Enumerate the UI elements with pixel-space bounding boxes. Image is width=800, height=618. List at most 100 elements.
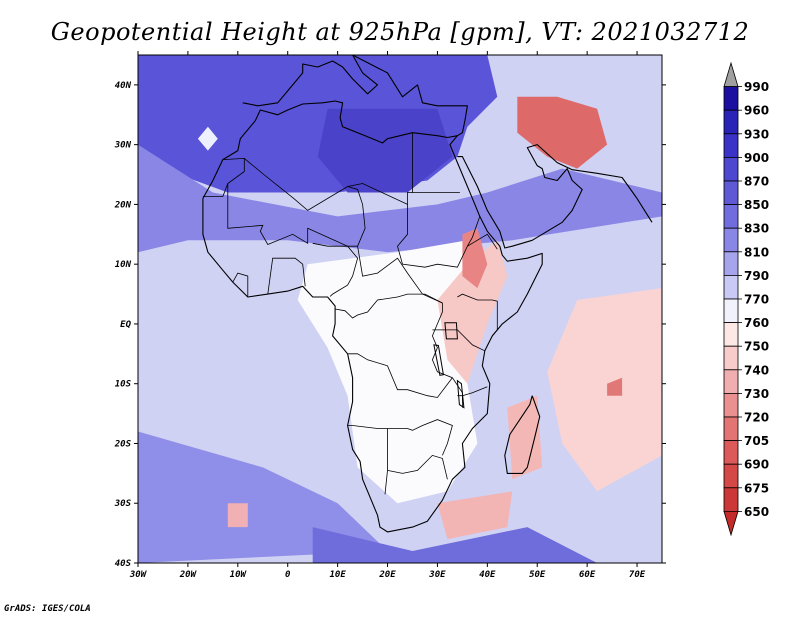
plot-frame [137, 54, 663, 564]
colorbar-label: 930 [744, 127, 769, 141]
country-border [467, 233, 498, 250]
field-region-east-africa-pink [437, 240, 508, 384]
lat-tick-label: EQ [120, 320, 131, 330]
colorbar-label: 900 [744, 151, 769, 165]
country-border [347, 353, 453, 398]
colorbar-label: 650 [744, 505, 769, 519]
lat-tick-label: 20N [114, 200, 132, 210]
colorbar-swatch [723, 156, 739, 182]
colorbar-label: 750 [744, 340, 769, 354]
lon-tick-label: 60E [579, 570, 596, 580]
colorbar-swatch [723, 463, 739, 489]
lat-tick-label: 10N [115, 260, 132, 270]
colorbar-swatch [723, 204, 739, 229]
country-border [232, 272, 249, 297]
field-region-st-helena-spot [227, 503, 248, 528]
colorbar-label: 990 [744, 80, 769, 94]
colorbar-label: 760 [744, 316, 769, 330]
country-border [397, 204, 481, 268]
colorbar-swatch [723, 274, 739, 300]
colorbar-swatch [723, 86, 739, 111]
axis-ticks: 30W 20W 10W 0 10E 20E 30E 40E 50E 60E 70E 40N 30N 20N… [114, 51, 666, 580]
field-region-agulhas-pink [437, 491, 513, 540]
field-region-iran-red [517, 96, 608, 169]
lon-tick-label: 70E [629, 570, 646, 580]
colorbar-swatch [723, 251, 739, 276]
lon-tick-label: 10E [329, 570, 346, 580]
field-region-indian-ocean-pink [547, 288, 662, 492]
colorbar-swatch [723, 109, 739, 135]
lon-tick-label: 40E [479, 570, 496, 580]
lake-outline [433, 344, 444, 376]
lat-tick-label: 30N [114, 141, 132, 151]
colorbar-swatch [723, 345, 739, 371]
country-border [347, 419, 453, 456]
colorbar-label: 850 [744, 198, 769, 212]
colorbar-swatch [723, 440, 739, 465]
colorbar-swatch [723, 369, 739, 394]
colorbar-label: 830 [744, 222, 769, 236]
field-region-sahara-band [138, 144, 662, 253]
colorbar-label: 675 [744, 481, 769, 495]
country-border [202, 157, 245, 198]
lon-tick-label: 30W [129, 570, 148, 580]
height-field [138, 55, 662, 563]
lake-outline [456, 379, 465, 409]
country-border [412, 132, 460, 193]
field-region-azores-pocket [197, 126, 218, 151]
field-region-indian-ocean-spot [607, 377, 623, 396]
country-borders [202, 132, 498, 495]
colorbar-label: 720 [744, 411, 769, 425]
field-region-southern-ocean-blue [312, 527, 598, 563]
field-region-madagascar-pink [507, 395, 543, 480]
lon-tick-label: 10W [230, 570, 248, 580]
colorbar-label: 770 [744, 293, 769, 307]
country-border [227, 183, 443, 304]
country-border [432, 329, 485, 352]
chart-title: Geopotential Height at 925hPa [gpm], VT:… [50, 18, 750, 46]
coastline-arabia [457, 144, 653, 249]
country-border [457, 293, 498, 337]
colorbar-swatch [723, 392, 739, 418]
country-border [387, 454, 448, 480]
lon-tick-label: 30E [428, 570, 446, 580]
lat-tick-label: 20S [114, 439, 132, 449]
colorbar-label: 810 [744, 245, 769, 259]
colorbar-label: 740 [744, 363, 769, 377]
colorbar-swatch [723, 133, 739, 158]
country-border [384, 428, 388, 495]
lat-tick-label: 10S [115, 380, 132, 390]
lon-tick-label: 20W [179, 570, 198, 580]
grads-credit: GrADS: IGES/COLA [4, 604, 91, 614]
colorbar-bottom-triangle [723, 510, 739, 537]
colorbar-label: 870 [744, 175, 769, 189]
colorbar-label: 730 [744, 387, 769, 401]
colorbar-label: 960 [744, 104, 769, 118]
country-border [457, 386, 488, 397]
colorbar-swatch [723, 487, 739, 512]
country-border [335, 296, 398, 319]
colorbar-label: 690 [744, 458, 769, 472]
coastline-madagascar [504, 395, 541, 474]
colorbar: 990 960 930 900 870 850 830 810 790 770 760 750 740 7… [723, 61, 769, 537]
lat-tick-label: 30S [114, 499, 132, 509]
country-border [267, 257, 306, 295]
colorbar-swatch [723, 322, 739, 347]
colorbar-swatch [723, 180, 739, 206]
lake-outline [444, 322, 458, 340]
colorbar-swatch [723, 298, 739, 324]
lon-tick-label: 20E [378, 570, 396, 580]
colorbar-label: 790 [744, 269, 769, 283]
colorbar-swatch [723, 227, 739, 253]
country-border [312, 242, 359, 297]
lon-tick-label: 50E [529, 570, 546, 580]
colorbar-top-triangle [723, 61, 739, 87]
lat-tick-label: 40N [115, 81, 132, 91]
colorbar-label: 705 [744, 434, 769, 448]
coastline-europe [242, 55, 468, 137]
lat-tick-label: 40S [115, 559, 132, 569]
colorbar-swatch [723, 416, 739, 442]
lon-tick-label: 0 [285, 570, 291, 580]
country-border [347, 186, 366, 247]
